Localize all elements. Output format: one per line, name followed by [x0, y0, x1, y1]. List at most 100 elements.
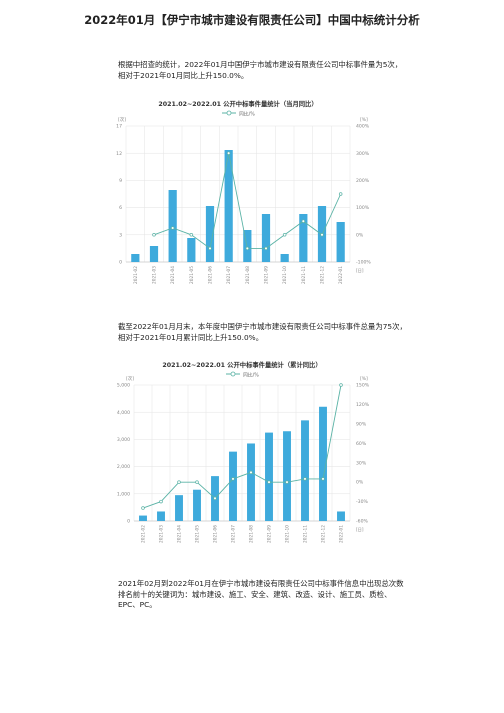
cumulative-chart: 2021.02~2022.01 公开中标事件量统计（累计同比） 同比/% [次] [%… [117, 360, 370, 543]
monthly-chart: 2021.02~2022.01 公开中标事件量统计（当月同比） 同比/% [次] [%… [116, 99, 371, 284]
x-tick-label: 2021-02 [141, 525, 147, 543]
line-point [338, 192, 343, 196]
bar [336, 222, 345, 262]
y-tick-label: 5,000 [117, 383, 130, 389]
x-axis-unit: [日] [356, 268, 364, 274]
line-point [152, 233, 156, 237]
x-tick-label: 2021-05 [189, 266, 195, 284]
y-axis-unit: [次] [126, 375, 134, 382]
x-tick-label: 2021-03 [152, 266, 158, 284]
bar [283, 431, 291, 521]
bar [131, 254, 140, 262]
line-point [189, 233, 194, 237]
y-tick-label: 3,000 [117, 437, 130, 443]
x-tick-label: 2021-02 [133, 266, 139, 284]
line-point [141, 506, 145, 510]
line-point [177, 480, 181, 484]
x-tick-label: 2021-06 [213, 525, 219, 543]
y-tick-label: 6 [119, 205, 122, 211]
y2-tick-label: 90% [356, 421, 367, 427]
x-tick-label: 2021-07 [226, 266, 232, 284]
line-point [231, 477, 235, 481]
paragraph-keywords: 2021年02月到2022年01月在伊宁市城市建设有限责任公司中标事件信息中出现… [118, 579, 404, 609]
x-tick-label: 2021-11 [301, 266, 307, 284]
x-axis-unit: [日] [356, 527, 364, 533]
line-point [264, 246, 268, 251]
bar [149, 246, 159, 262]
y2-tick-label: 0% [356, 480, 364, 486]
x-tick-label: 2021-04 [177, 525, 183, 543]
y-tick-label: 9 [119, 178, 122, 184]
x-tick-label: 2021-10 [282, 266, 288, 284]
line-point [213, 496, 217, 501]
bar [319, 406, 327, 521]
bar [205, 206, 215, 262]
line-point [226, 151, 231, 155]
paragraph-monthly: 根据中招查的统计，2022年01月中国伊宁市城市建设有限责任公司中标事件量为5次… [118, 60, 403, 80]
x-tick-label: 2021-08 [245, 266, 251, 284]
y2-tick-label: 100% [356, 205, 370, 211]
line-point [303, 477, 307, 481]
x-tick-label: 2021-07 [231, 525, 237, 543]
y2-tick-label: 60% [356, 441, 367, 447]
line-point [339, 383, 343, 387]
chart-title: 2021.02~2022.01 公开中标事件量统计（当月同比） [158, 99, 317, 108]
x-tick-label: 2021-04 [170, 266, 176, 284]
y2-tick-label: 300% [356, 151, 370, 157]
y-tick-label: 3 [119, 232, 122, 238]
y2-tick-label: 0% [356, 232, 364, 238]
y2-tick-label: 200% [356, 178, 370, 184]
y-tick-label: 2,000 [117, 464, 130, 470]
bar [265, 432, 273, 521]
line-point [170, 226, 175, 230]
bar [224, 150, 233, 262]
x-tick-label: 2021-06 [208, 266, 214, 284]
chart-title: 2021.02~2022.01 公开中标事件量统计（累计同比） [162, 360, 321, 369]
bar [301, 420, 309, 521]
line-point [301, 219, 306, 223]
series-line [142, 384, 342, 509]
x-tick-label: 2021-08 [249, 525, 255, 543]
y2-tick-label: -30% [356, 499, 369, 505]
x-tick-label: 2021-11 [303, 525, 309, 543]
bar [193, 489, 201, 521]
x-tick-label: 2022-01 [338, 266, 344, 284]
bar [187, 238, 196, 262]
bar [280, 254, 289, 262]
bar [175, 495, 183, 521]
page-title: 2022年01月【伊宁市城市建设有限责任公司】中国中标统计分析 [84, 13, 420, 27]
bar [299, 214, 308, 262]
line-point [159, 499, 163, 504]
bar [139, 515, 147, 521]
x-tick-label: 2021-12 [320, 266, 326, 284]
y2-tick-label: -60% [356, 519, 369, 525]
line-point [208, 246, 212, 251]
line-point [285, 480, 289, 484]
legend-marker [226, 110, 232, 116]
y2-tick-label: 150% [356, 383, 370, 389]
y2-axis-unit: [%] [360, 117, 368, 123]
line-point [195, 480, 199, 484]
x-tick-label: 2021-12 [321, 525, 327, 543]
x-tick-label: 2021-05 [195, 525, 201, 543]
x-tick-label: 2021-10 [285, 525, 291, 543]
x-tick-label: 2021-03 [159, 525, 165, 543]
bar [337, 511, 345, 521]
x-tick-label: 2021-09 [267, 525, 273, 543]
bar [247, 443, 255, 521]
y-tick-label: 0 [127, 519, 130, 525]
y2-tick-label: 30% [356, 460, 367, 466]
y-axis-unit: [次] [118, 116, 126, 123]
line-point [320, 233, 324, 237]
line-point [321, 477, 325, 481]
legend-label: 同比/% [243, 372, 259, 379]
y-tick-label: 12 [116, 151, 122, 157]
bar [157, 511, 165, 521]
legend-label: 同比/% [239, 111, 255, 118]
y-tick-label: 0 [119, 260, 122, 266]
bar [229, 451, 237, 521]
x-tick-label: 2022-01 [339, 525, 345, 543]
bar [261, 214, 271, 262]
y2-tick-label: 400% [356, 124, 370, 130]
y-tick-label: 1,000 [117, 491, 130, 497]
